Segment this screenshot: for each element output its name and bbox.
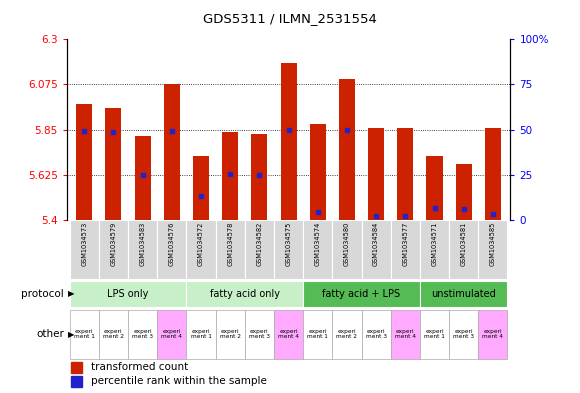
Text: experi
ment 1: experi ment 1 xyxy=(424,329,445,340)
Bar xyxy=(193,156,209,220)
Text: GSM1034582: GSM1034582 xyxy=(256,222,262,266)
Bar xyxy=(303,310,332,358)
Text: GSM1034571: GSM1034571 xyxy=(432,222,437,266)
Bar xyxy=(361,310,391,358)
Bar xyxy=(186,310,216,358)
Text: experi
ment 3: experi ment 3 xyxy=(453,329,474,340)
Bar xyxy=(216,220,245,279)
Text: experi
ment 1: experi ment 1 xyxy=(191,329,212,340)
Bar xyxy=(281,63,296,220)
Text: GDS5311 / ILMN_2531554: GDS5311 / ILMN_2531554 xyxy=(203,12,377,25)
Text: GSM1034572: GSM1034572 xyxy=(198,222,204,266)
Bar xyxy=(361,220,391,279)
Text: GSM1034576: GSM1034576 xyxy=(169,222,175,266)
Bar xyxy=(449,310,478,358)
Text: GSM1034579: GSM1034579 xyxy=(110,222,117,266)
Text: experi
ment 3: experi ment 3 xyxy=(132,329,153,340)
Bar xyxy=(70,220,99,279)
Bar xyxy=(99,310,128,358)
Text: GSM1034578: GSM1034578 xyxy=(227,222,233,266)
Text: transformed count: transformed count xyxy=(91,362,188,372)
Bar xyxy=(391,220,420,279)
Text: experi
ment 4: experi ment 4 xyxy=(483,329,503,340)
Bar xyxy=(420,281,508,307)
Text: other: other xyxy=(36,329,64,339)
Bar xyxy=(274,310,303,358)
Bar xyxy=(478,220,508,279)
Text: GSM1034585: GSM1034585 xyxy=(490,222,496,266)
Bar xyxy=(186,220,216,279)
Text: experi
ment 1: experi ment 1 xyxy=(74,329,95,340)
Bar xyxy=(485,128,501,220)
Bar xyxy=(70,310,99,358)
Bar xyxy=(71,376,82,387)
Bar xyxy=(135,136,151,220)
Bar xyxy=(157,220,186,279)
Bar xyxy=(128,310,157,358)
Bar xyxy=(157,310,186,358)
Bar xyxy=(71,362,82,373)
Bar xyxy=(310,124,326,220)
Text: experi
ment 3: experi ment 3 xyxy=(365,329,387,340)
Text: LPS only: LPS only xyxy=(107,289,148,299)
Text: fatty acid + LPS: fatty acid + LPS xyxy=(322,289,401,299)
Text: GSM1034581: GSM1034581 xyxy=(461,222,467,266)
Bar xyxy=(391,310,420,358)
Text: GSM1034575: GSM1034575 xyxy=(285,222,292,266)
Text: experi
ment 3: experi ment 3 xyxy=(249,329,270,340)
Text: percentile rank within the sample: percentile rank within the sample xyxy=(91,376,267,386)
Bar xyxy=(420,310,449,358)
Bar xyxy=(397,128,414,220)
Bar xyxy=(332,310,361,358)
Bar xyxy=(106,108,121,220)
Text: experi
ment 1: experi ment 1 xyxy=(307,329,328,340)
Bar xyxy=(245,220,274,279)
Text: ▶: ▶ xyxy=(68,289,74,298)
Text: GSM1034573: GSM1034573 xyxy=(81,222,87,266)
Bar xyxy=(128,220,157,279)
Bar xyxy=(164,84,180,220)
Text: protocol: protocol xyxy=(21,289,64,299)
Bar xyxy=(245,310,274,358)
Bar xyxy=(420,220,449,279)
Text: experi
ment 4: experi ment 4 xyxy=(161,329,182,340)
Bar xyxy=(76,104,92,220)
Text: unstimulated: unstimulated xyxy=(432,289,496,299)
Text: GSM1034583: GSM1034583 xyxy=(140,222,146,266)
Bar xyxy=(99,220,128,279)
Text: experi
ment 2: experi ment 2 xyxy=(336,329,357,340)
Bar xyxy=(426,156,443,220)
Text: fatty acid only: fatty acid only xyxy=(210,289,280,299)
Bar xyxy=(478,310,508,358)
Bar xyxy=(456,164,472,220)
Bar xyxy=(303,220,332,279)
Text: experi
ment 4: experi ment 4 xyxy=(278,329,299,340)
Bar xyxy=(222,132,238,220)
Text: ▶: ▶ xyxy=(68,330,74,338)
Text: experi
ment 2: experi ment 2 xyxy=(103,329,124,340)
Text: GSM1034574: GSM1034574 xyxy=(315,222,321,266)
Bar xyxy=(339,79,355,220)
Bar xyxy=(332,220,361,279)
Bar xyxy=(216,310,245,358)
Text: GSM1034580: GSM1034580 xyxy=(344,222,350,266)
Bar xyxy=(368,128,384,220)
Bar xyxy=(70,281,186,307)
Bar xyxy=(251,134,267,220)
Bar xyxy=(274,220,303,279)
Text: GSM1034584: GSM1034584 xyxy=(373,222,379,266)
Bar xyxy=(449,220,478,279)
Text: GSM1034577: GSM1034577 xyxy=(403,222,408,266)
Bar xyxy=(186,281,303,307)
Text: experi
ment 4: experi ment 4 xyxy=(395,329,416,340)
Text: experi
ment 2: experi ment 2 xyxy=(220,329,241,340)
Bar xyxy=(303,281,420,307)
